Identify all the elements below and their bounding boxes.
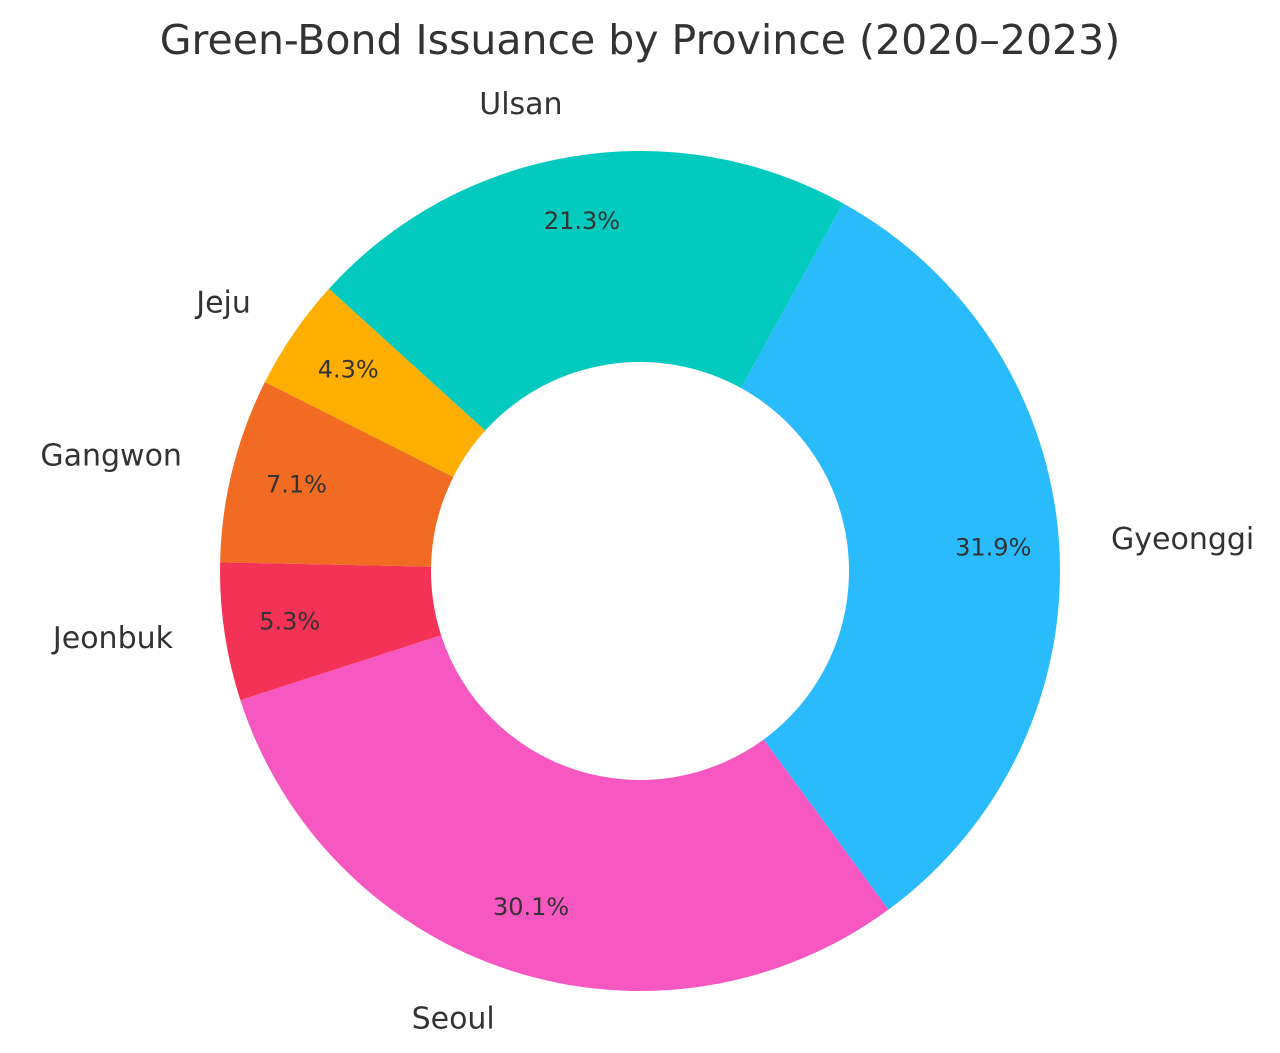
percent-label-jeju: 4.3%: [318, 356, 379, 384]
slice-jeju: [264, 288, 486, 477]
slice-label-gangwon: Gangwon: [40, 439, 182, 474]
percent-label-seoul: 30.1%: [493, 893, 569, 921]
slices-group: [220, 151, 1060, 992]
slice-gyeonggi: [741, 203, 1060, 910]
percent-label-gangwon: 7.1%: [266, 471, 327, 499]
percent-labels-group: 31.9% 30.1% 5.3% 7.1% 4.3% 21.3%: [259, 207, 1031, 921]
slice-labels-group: Gyeonggi Seoul Jeonbuk Gangwon Jeju Ulsan: [40, 87, 1254, 1037]
slice-label-jeonbuk: Jeonbuk: [51, 621, 174, 656]
slice-jeonbuk: [220, 562, 442, 701]
slice-gangwon: [220, 382, 454, 567]
slice-label-jeju: Jeju: [194, 285, 251, 320]
slice-seoul: [240, 635, 889, 992]
percent-label-ulsan: 21.3%: [544, 207, 620, 235]
chart-title: Green-Bond Issuance by Province (2020–20…: [160, 16, 1120, 64]
slice-label-gyeonggi: Gyeonggi: [1111, 522, 1254, 557]
slice-label-seoul: Seoul: [412, 1002, 495, 1037]
slice-ulsan: [328, 151, 843, 431]
percent-label-jeonbuk: 5.3%: [259, 607, 320, 635]
percent-label-gyeonggi: 31.9%: [955, 533, 1031, 561]
slice-label-ulsan: Ulsan: [479, 87, 562, 122]
